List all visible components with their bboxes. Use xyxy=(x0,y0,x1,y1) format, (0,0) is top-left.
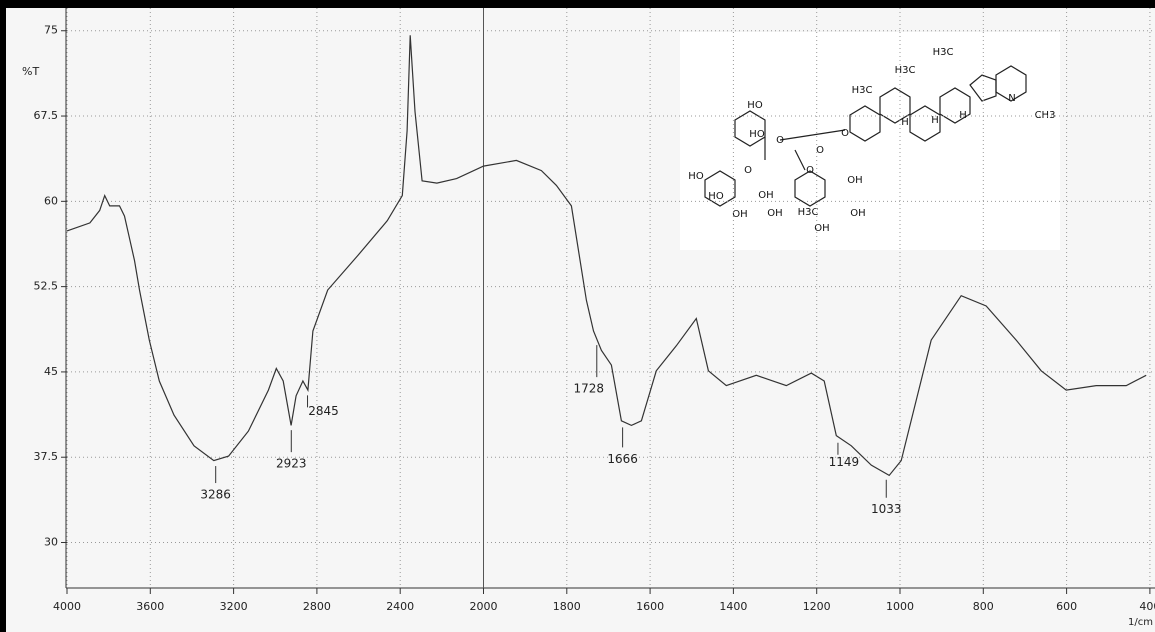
structure-label: H3C xyxy=(798,207,819,218)
x-tick-label: 1800 xyxy=(553,600,581,613)
structure-label: O xyxy=(816,145,824,156)
structure-label: H xyxy=(901,117,909,128)
x-tick-label: 3600 xyxy=(136,600,164,613)
structure-label: HO xyxy=(688,171,704,182)
peak-label: 2845 xyxy=(308,404,339,418)
peak-label: 2923 xyxy=(276,457,307,471)
structure-label: OH xyxy=(850,208,865,219)
structure-label: H xyxy=(959,110,967,121)
structure-label: HO xyxy=(708,191,724,202)
peak-label: 1033 xyxy=(871,502,902,516)
structure-label: HO xyxy=(747,100,763,111)
x-tick-label: 3200 xyxy=(220,600,248,613)
spectrum-line xyxy=(66,35,1147,477)
structure-label: OH xyxy=(814,223,829,234)
x-tick-label: 1600 xyxy=(636,600,664,613)
x-tick-label: 400 xyxy=(1139,600,1155,613)
x-tick-label: 1400 xyxy=(719,600,747,613)
peak-label: 3286 xyxy=(200,488,231,502)
y-tick-label: 75 xyxy=(44,24,58,37)
y-tick-label: 45 xyxy=(44,365,58,378)
structure-label: O xyxy=(806,165,814,176)
structure-label: OH xyxy=(767,208,782,219)
x-tick-label: 800 xyxy=(973,600,994,613)
y-axis-label: %T xyxy=(22,65,39,78)
x-tick-label: 4000 xyxy=(53,600,81,613)
y-tick-label: 67.5 xyxy=(34,109,59,122)
peak-label: 1728 xyxy=(574,382,605,396)
x-tick-label: 1200 xyxy=(803,600,831,613)
y-tick-label: 30 xyxy=(44,536,58,549)
structure-label: OH xyxy=(758,190,773,201)
structure-label: HO xyxy=(749,129,765,140)
structure-label: OH xyxy=(847,175,862,186)
y-tick-label: 37.5 xyxy=(34,450,59,463)
structure-label: O xyxy=(744,165,752,176)
x-tick-label: 2400 xyxy=(386,600,414,613)
x-tick-label: 1000 xyxy=(886,600,914,613)
structure-label: H xyxy=(931,115,939,126)
y-tick-label: 60 xyxy=(44,194,58,207)
peak-label: 1149 xyxy=(829,455,860,469)
structure-label: OH xyxy=(732,209,747,220)
x-tick-label: 600 xyxy=(1056,600,1077,613)
x-tick-label: 2800 xyxy=(303,600,331,613)
structure-label: CH3 xyxy=(1035,110,1056,121)
peak-label: 1666 xyxy=(607,452,638,466)
x-axis-label: 1/cm xyxy=(1128,617,1153,628)
structure-label: N xyxy=(1008,93,1015,104)
structure-label: O xyxy=(776,135,784,146)
structure-label: H3C xyxy=(895,65,916,76)
structure-label: H3C xyxy=(852,85,873,96)
structure-label: H3C xyxy=(933,47,954,58)
structure-label: O xyxy=(841,128,849,139)
x-tick-label: 2000 xyxy=(470,600,498,613)
y-tick-label: 52.5 xyxy=(34,280,59,293)
